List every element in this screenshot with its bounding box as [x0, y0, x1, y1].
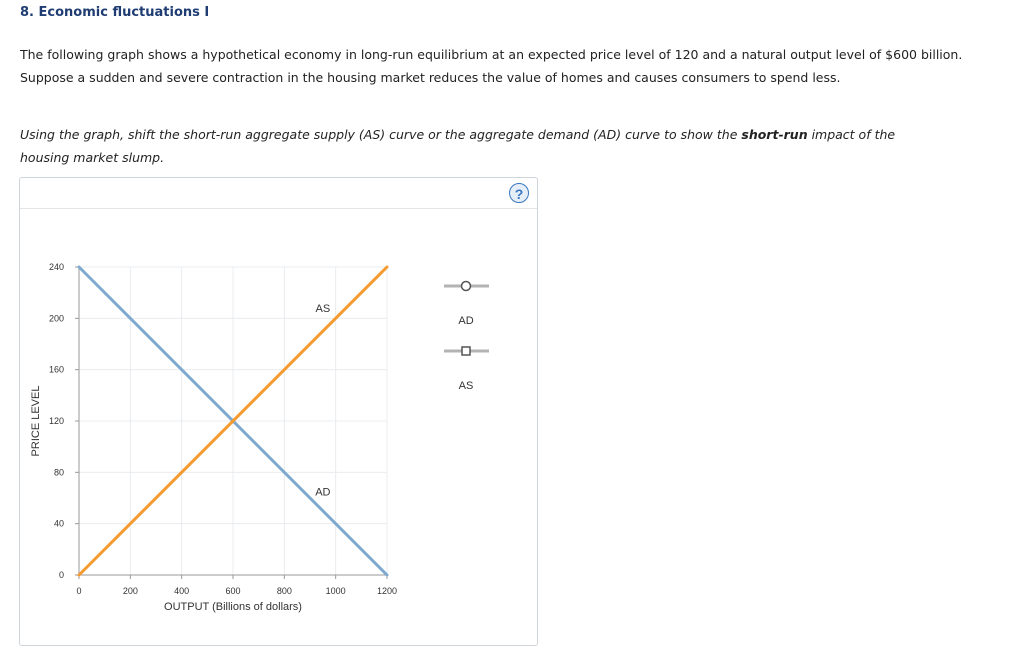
x-tick-label: 400: [174, 586, 189, 596]
graph-panel: ?: [19, 177, 538, 646]
x-tick-label: 600: [225, 586, 240, 596]
y-axis-title: PRICE LEVEL: [30, 386, 42, 457]
y-tick-label: 160: [49, 365, 64, 375]
palette-label-ad: AD: [458, 315, 473, 327]
x-tick-label: 1200: [377, 586, 397, 596]
palette-tool-as[interactable]: AS: [444, 346, 489, 392]
y-tick-label: 240: [49, 262, 64, 272]
x-tick-label: 800: [277, 586, 292, 596]
y-tick-label: 80: [54, 467, 64, 477]
y-tick-label: 200: [49, 313, 64, 323]
y-tick-label: 0: [59, 570, 64, 580]
palette-label-as: AS: [459, 380, 474, 392]
graph-panel-header: ?: [20, 178, 537, 209]
intro-line-2: Suppose a sudden and severe contraction …: [20, 70, 841, 85]
y-tick-label: 40: [54, 519, 64, 529]
x-axis-title: OUTPUT (Billions of dollars): [164, 601, 302, 613]
question-title: 8. Economic fluctuations I: [20, 5, 210, 20]
curve-label-ad: AD: [315, 486, 330, 498]
circle-marker-icon[interactable]: [460, 280, 472, 292]
help-icon[interactable]: ?: [509, 183, 529, 203]
instruction-part-1: Using the graph, shift the short-run agg…: [20, 127, 742, 142]
y-tick-label: 120: [49, 416, 64, 426]
series[interactable]: [77, 265, 389, 577]
x-tick-label: 0: [76, 586, 81, 596]
question-instruction: Using the graph, shift the short-run agg…: [20, 123, 920, 169]
palette-tool-ad[interactable]: AD: [444, 280, 489, 328]
instruction-emphasis: short-run: [741, 127, 808, 142]
labels: 0 40 80 120 160 200 240 0 200 400 600 800 1000 1200 OU…: [30, 262, 397, 613]
x-tick-label: 1000: [326, 586, 346, 596]
curve-as[interactable]: [77, 265, 389, 577]
question-intro: The following graph shows a hypothetical…: [20, 43, 1000, 89]
intro-line-1: The following graph shows a hypothetical…: [20, 47, 963, 62]
curve-label-as: AS: [315, 303, 330, 315]
drag-palette[interactable]: AD AS: [444, 280, 489, 393]
square-marker-icon[interactable]: [461, 346, 471, 356]
x-tick-label: 200: [123, 586, 138, 596]
instruction-part-2: impact of the housing market slump.: [20, 127, 896, 165]
